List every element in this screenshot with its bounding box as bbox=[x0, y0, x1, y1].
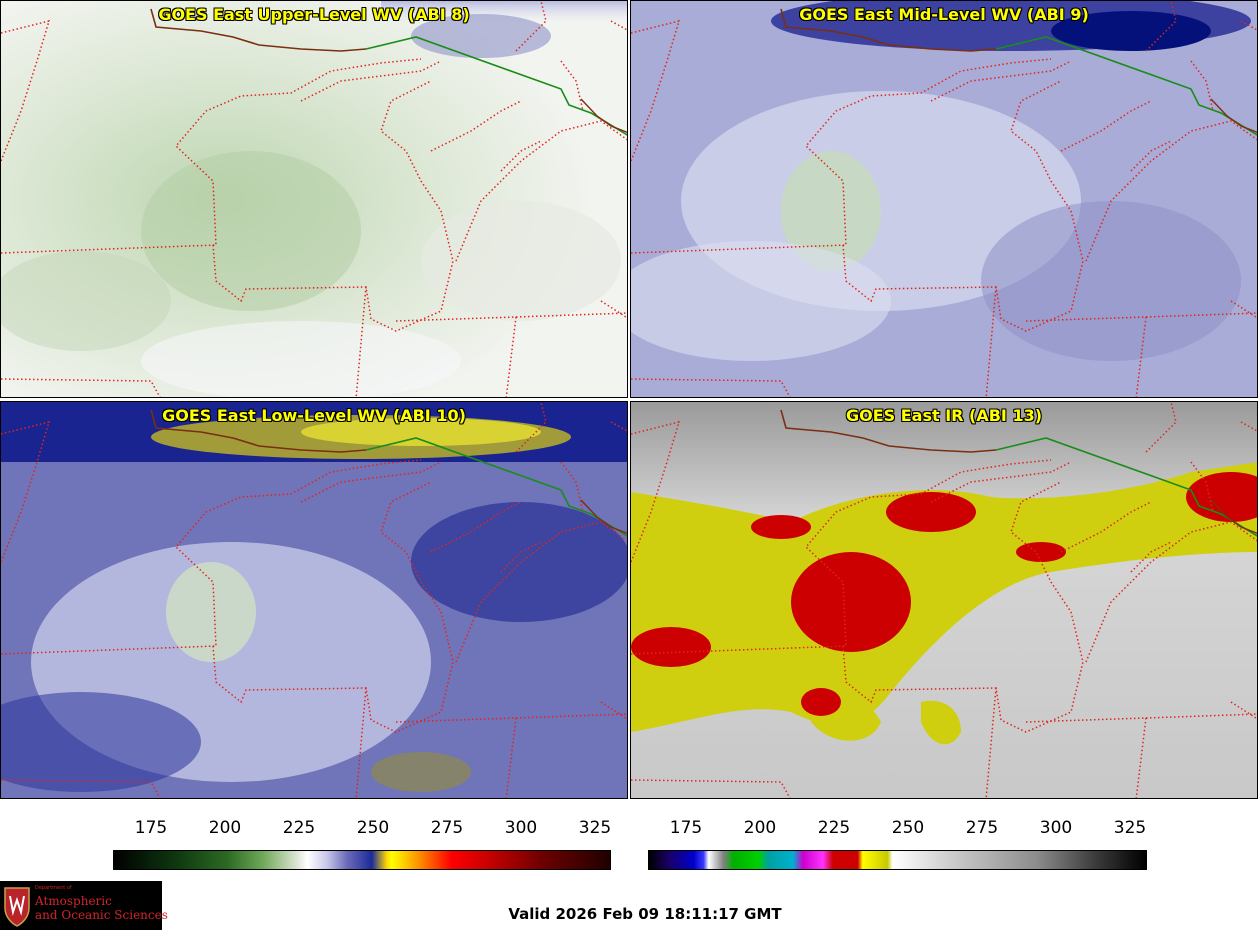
colorbar-tick: 300 bbox=[504, 818, 538, 838]
colorbar-tick: 225 bbox=[282, 818, 316, 838]
panel-low-level-wv: GOES East Low-Level WV (ABI 10) bbox=[0, 401, 628, 799]
panel-title: GOES East Mid-Level WV (ABI 9) bbox=[799, 5, 1089, 24]
uw-crest-icon bbox=[4, 887, 30, 927]
logo-line-1: Atmospheric bbox=[35, 894, 112, 908]
colorbar-tick: 175 bbox=[134, 818, 168, 838]
colorbar-tick: 200 bbox=[208, 818, 242, 838]
colorbar-tick: 175 bbox=[669, 818, 703, 838]
aos-logo[interactable]: Department of Atmospheric and Oceanic Sc… bbox=[0, 881, 168, 930]
ir-image bbox=[631, 402, 1257, 798]
colorbar-gradient bbox=[648, 850, 1147, 870]
logo-line-2: and Oceanic Sciences bbox=[35, 908, 168, 922]
panel-title: GOES East Upper-Level WV (ABI 8) bbox=[158, 5, 470, 24]
colorbar-tick: 250 bbox=[891, 818, 925, 838]
logo-department: Department of bbox=[35, 885, 72, 891]
valid-time: Valid 2026 Feb 09 18:11:17 GMT bbox=[508, 905, 782, 923]
low-wv-image bbox=[1, 402, 627, 798]
panel-ir: GOES East IR (ABI 13) bbox=[630, 401, 1258, 799]
colorbar-gradient bbox=[113, 850, 611, 870]
colorbar-wv: 175 200 225 250 275 300 325 bbox=[113, 812, 611, 874]
upper-wv-image bbox=[1, 1, 627, 397]
panel-title: GOES East Low-Level WV (ABI 10) bbox=[162, 406, 466, 425]
colorbar-tick: 275 bbox=[965, 818, 999, 838]
colorbar-tick: 200 bbox=[743, 818, 777, 838]
mid-wv-image bbox=[631, 1, 1257, 397]
colorbar-tick: 225 bbox=[817, 818, 851, 838]
colorbar-ir: 175 200 225 250 275 300 325 bbox=[648, 812, 1147, 874]
colorbar-tick: 325 bbox=[578, 818, 612, 838]
panel-upper-level-wv: GOES East Upper-Level WV (ABI 8) bbox=[0, 0, 628, 398]
colorbar-tick: 275 bbox=[430, 818, 464, 838]
colorbar-tick: 250 bbox=[356, 818, 390, 838]
colorbar-tick: 300 bbox=[1039, 818, 1073, 838]
panel-title: GOES East IR (ABI 13) bbox=[845, 406, 1043, 425]
colorbar-tick: 325 bbox=[1113, 818, 1147, 838]
panel-mid-level-wv: GOES East Mid-Level WV (ABI 9) bbox=[630, 0, 1258, 398]
